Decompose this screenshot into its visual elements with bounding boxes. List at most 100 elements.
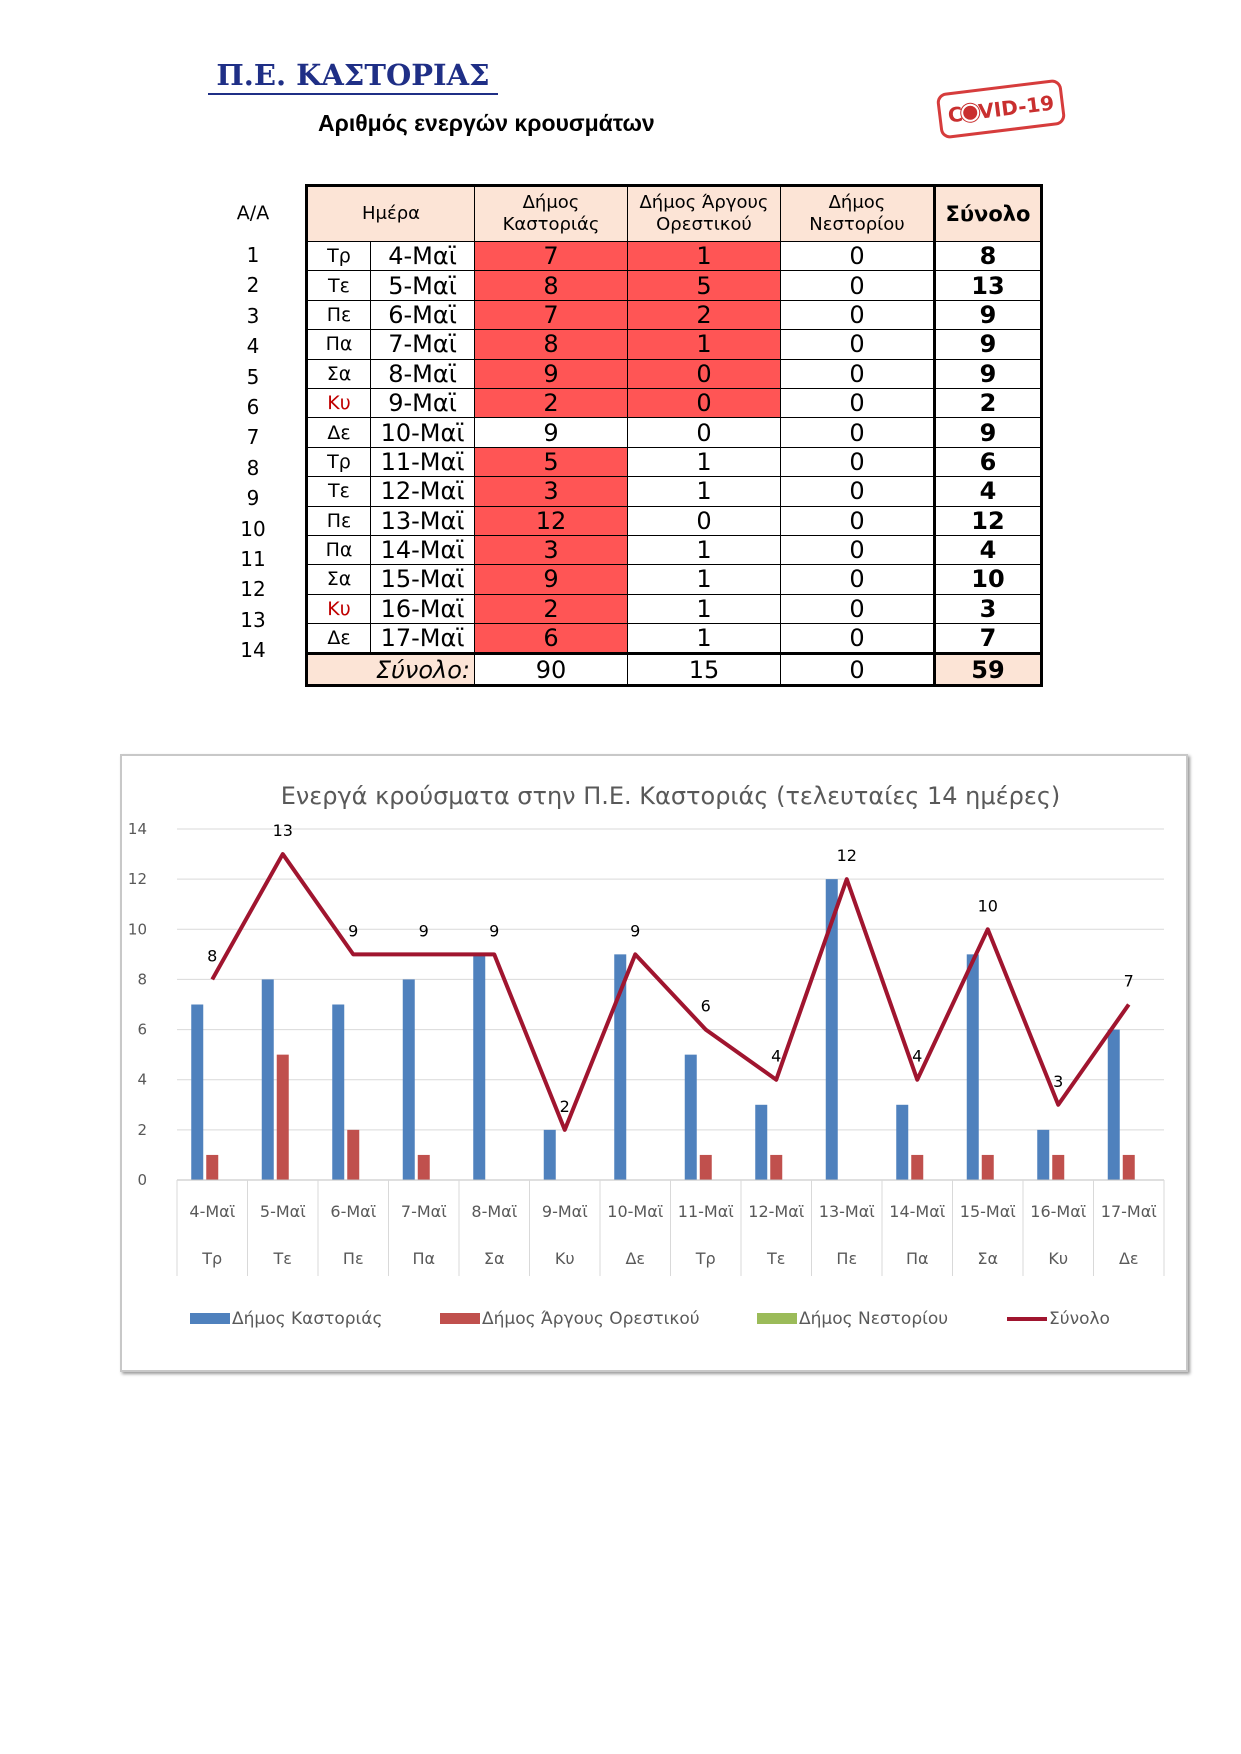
x-tick-label: 17-Μαϊ <box>1101 1202 1157 1221</box>
x-tick-label: 5-Μαϊ <box>260 1202 306 1221</box>
total-cell: 9 <box>933 329 1042 360</box>
nestorio-header: Δήμος Νεστορίου <box>780 185 935 242</box>
data-label: 13 <box>273 821 293 840</box>
argos-header-line2: Ορεστικού <box>656 214 752 235</box>
total-header: Σύνολο <box>933 185 1042 242</box>
data-label: 2 <box>560 1097 570 1116</box>
table-row: Σα 8-Μαϊ 9 0 0 9 <box>306 358 1042 389</box>
bar-argos <box>981 1154 994 1180</box>
kastoria-cell: 7 <box>474 240 628 272</box>
argos-cell: 1 <box>627 564 781 595</box>
x-tick-label: 9-Μαϊ <box>542 1202 588 1221</box>
x-tick-label: 7-Μαϊ <box>401 1202 447 1221</box>
x-tick-label: 4-Μαϊ <box>189 1202 235 1221</box>
bar-kastoria <box>966 954 979 1180</box>
date-cell: 4-Μαϊ <box>370 240 475 272</box>
kastoria-cell: 7 <box>474 299 628 331</box>
total-cell: 4 <box>933 476 1042 507</box>
row-number: 8 <box>246 455 260 480</box>
x-day-label: Σα <box>977 1249 998 1268</box>
kastoria-cell: 6 <box>474 623 628 655</box>
row-number-column: Α/Α 1 2 3 4 5 6 7 8 9 10 11 12 13 14 <box>225 186 281 665</box>
kastoria-cell: 12 <box>474 505 628 536</box>
bar-kastoria <box>1107 1029 1120 1180</box>
data-label: 7 <box>1124 972 1134 991</box>
bar-argos <box>1122 1154 1135 1180</box>
y-tick-label: 2 <box>137 1121 147 1139</box>
kastoria-cell: 2 <box>474 593 628 625</box>
nestorio-cell: 0 <box>780 623 935 655</box>
table-row: Τρ 4-Μαϊ 7 1 0 8 <box>306 240 1042 272</box>
nestorio-cell: 0 <box>780 358 935 389</box>
x-day-label: Κυ <box>555 1249 575 1268</box>
legend-swatch <box>440 1313 480 1324</box>
nestorio-cell: 0 <box>780 593 935 625</box>
day-header: Ημέρα <box>306 185 475 242</box>
x-tick-label: 10-Μαϊ <box>607 1202 663 1221</box>
table-row: Τε 5-Μαϊ 8 5 0 13 <box>306 270 1042 301</box>
table-row: Πε 6-Μαϊ 7 2 0 9 <box>306 299 1042 331</box>
x-day-label: Τρ <box>201 1249 222 1268</box>
day-cell: Πα <box>306 534 371 566</box>
day-cell: Σα <box>306 358 371 389</box>
aa-header: Α/Α <box>236 202 270 224</box>
table-row: Πε 13-Μαϊ 12 0 0 12 <box>306 505 1042 536</box>
day-cell: Τρ <box>306 446 371 478</box>
x-day-label: Τε <box>273 1249 292 1268</box>
y-tick-label: 8 <box>137 970 147 988</box>
nestorio-cell: 0 <box>780 240 935 272</box>
kastoria-cell: 2 <box>474 387 628 419</box>
day-cell: Τρ <box>306 240 371 272</box>
argos-cell: 1 <box>627 476 781 507</box>
x-tick-label: 12-Μαϊ <box>748 1202 804 1221</box>
bar-kastoria <box>614 954 627 1180</box>
argos-cell: 2 <box>627 299 781 331</box>
bar-kastoria <box>473 954 486 1180</box>
x-day-label: Τε <box>766 1249 785 1268</box>
sum-kastoria: 90 <box>474 652 628 686</box>
kastoria-cell: 3 <box>474 476 628 507</box>
argos-cell: 1 <box>627 623 781 655</box>
total-cell: 12 <box>933 505 1042 536</box>
bar-kastoria <box>543 1129 556 1180</box>
bar-argos <box>699 1154 712 1180</box>
kastoria-cell: 9 <box>474 358 628 389</box>
data-label: 3 <box>1053 1072 1063 1091</box>
x-day-label: Τρ <box>695 1249 716 1268</box>
bar-kastoria <box>191 1004 204 1180</box>
x-tick-label: 14-Μαϊ <box>889 1202 945 1221</box>
nestorio-cell: 0 <box>780 505 935 536</box>
date-cell: 17-Μαϊ <box>370 623 475 655</box>
data-label: 4 <box>912 1047 922 1066</box>
y-tick-label: 10 <box>128 920 147 938</box>
nestorio-header-line2: Νεστορίου <box>809 214 905 235</box>
table-header-row: Ημέρα Δήμος Καστοριάς Δήμος Άργους Ορεστικ… <box>306 185 1042 242</box>
data-label: 8 <box>207 946 217 965</box>
row-number: 2 <box>246 273 260 298</box>
legend-swatch <box>190 1313 230 1324</box>
y-tick-label: 0 <box>137 1171 147 1189</box>
date-cell: 6-Μαϊ <box>370 299 475 331</box>
nestorio-cell: 0 <box>780 387 935 419</box>
bar-kastoria <box>755 1104 768 1180</box>
bar-argos <box>770 1154 783 1180</box>
kastoria-cell: 9 <box>474 417 628 448</box>
sum-total: 59 <box>933 652 1042 686</box>
x-day-label: Δε <box>625 1249 645 1268</box>
stamp-text-right: VID-19 <box>977 90 1056 124</box>
day-cell: Πε <box>306 505 371 536</box>
x-day-label: Πε <box>836 1249 857 1268</box>
data-label: 4 <box>771 1047 781 1066</box>
nestorio-cell: 0 <box>780 299 935 331</box>
total-cell: 7 <box>933 623 1042 655</box>
x-day-label: Σα <box>484 1249 505 1268</box>
day-cell: Τε <box>306 270 371 301</box>
date-cell: 14-Μαϊ <box>370 534 475 566</box>
argos-cell: 0 <box>627 387 781 419</box>
argos-cell: 1 <box>627 240 781 272</box>
kastoria-cell: 5 <box>474 446 628 478</box>
bar-argos <box>1052 1154 1065 1180</box>
data-label: 9 <box>419 921 429 940</box>
x-tick-label: 16-Μαϊ <box>1030 1202 1086 1221</box>
argos-cell: 1 <box>627 329 781 360</box>
